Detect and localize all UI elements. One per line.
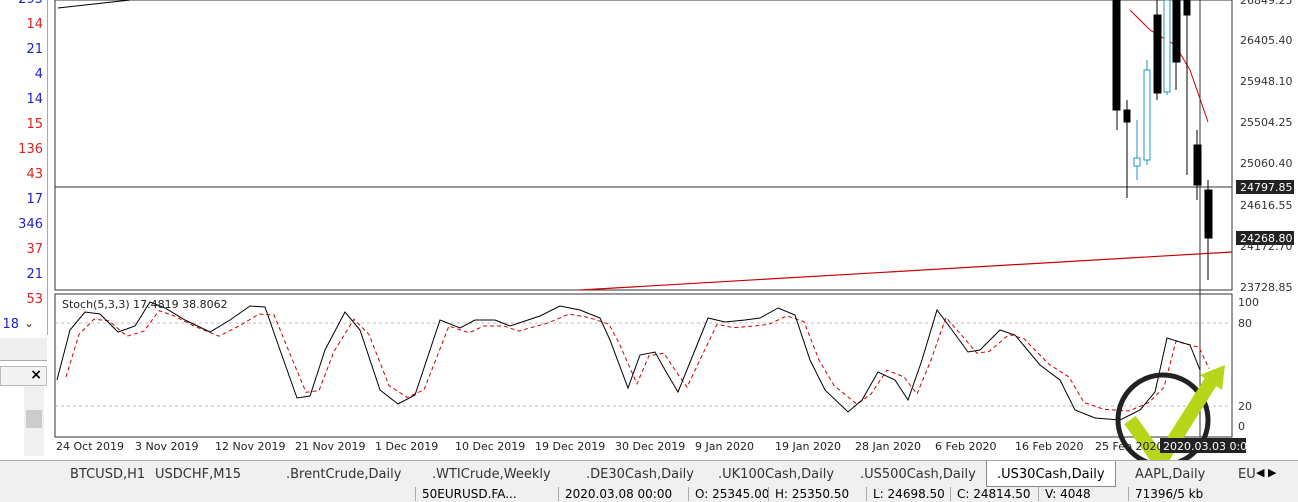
market-value: 15: [26, 117, 43, 132]
chart-tab[interactable]: .BrentCrude,Daily: [286, 467, 402, 482]
market-value: 14: [26, 92, 43, 107]
tab-scroll[interactable]: ◀ ▶: [1256, 466, 1277, 479]
price-label: 24172.70: [1240, 240, 1293, 253]
market-value: 21: [26, 42, 43, 57]
crosshair-time: 2020.03.03 0:00: [1163, 440, 1254, 453]
scroll-thumb[interactable]: [26, 410, 42, 428]
indicator-level: 80: [1238, 317, 1252, 330]
status-item: L: 24698.50: [866, 487, 945, 501]
status-item: 71396/5 kb: [1128, 487, 1203, 501]
status-item: O: 25345.00: [688, 487, 769, 501]
market-value: 37: [26, 242, 43, 257]
status-item: V: 4048: [1038, 487, 1091, 501]
chart-tab[interactable]: .US30Cash,Daily: [986, 461, 1116, 487]
time-label: 25 Feb 2020: [1095, 440, 1163, 453]
time-label: 3 Nov 2019: [135, 440, 198, 453]
time-label: 12 Nov 2019: [215, 440, 285, 453]
market-value: 43: [26, 167, 43, 182]
stoch-main: [56, 301, 1201, 421]
time-label: 21 Nov 2019: [295, 440, 365, 453]
market-value: 295: [3, 0, 43, 7]
chart-tab[interactable]: .DE30Cash,Daily: [586, 467, 694, 482]
crosshair-time-bg: [1160, 438, 1246, 453]
market-value: 136: [18, 142, 43, 157]
time-label: 28 Jan 2020: [855, 440, 921, 453]
price-label: 24616.55: [1240, 199, 1293, 212]
price-label: 26849.25: [1240, 0, 1293, 7]
market-value: 4: [34, 67, 43, 82]
status-item: H: 25350.50: [768, 487, 849, 501]
close-button[interactable]: ×: [30, 367, 42, 383]
time-label: 16 Feb 2020: [1015, 440, 1083, 453]
chart: 26849.25 26405.40 25948.10 25504.25 25060.40…: [54, 0, 1294, 460]
market-value: 346: [18, 217, 43, 232]
chart-tab[interactable]: USDCHF,M15: [155, 467, 241, 482]
scroll-down[interactable]: ⌄: [24, 316, 35, 330]
market-value: 14: [26, 17, 43, 32]
price-highlight: [1236, 231, 1294, 245]
market-value: 17: [26, 192, 43, 207]
time-label: 9 Jan 2020: [695, 440, 754, 453]
price-label: 24268.80: [1240, 232, 1293, 245]
chart-tab[interactable]: .WTICrude,Weekly: [432, 467, 551, 482]
market-value: 53: [26, 292, 43, 307]
market-value: 18: [2, 317, 19, 332]
panel-header: ×: [0, 366, 47, 386]
time-label: 30 Dec 2019: [615, 440, 685, 453]
status-item: 2020.03.08 00:00: [558, 487, 672, 501]
time-label: 24 Oct 2019: [56, 440, 124, 453]
status-bar: 50EURUSD.FA... 2020.03.08 00:00 O: 25345.0…: [0, 487, 1298, 502]
indicator-level: 0: [1238, 420, 1245, 433]
status-item: C: 24814.50: [950, 487, 1031, 501]
chart-tab[interactable]: AAPL,Daily: [1135, 467, 1206, 482]
price-label: 25060.40: [1240, 157, 1293, 170]
indicator-pane: [54, 293, 1233, 438]
price-label: 24797.85: [1240, 181, 1293, 194]
price-label: 23728.85: [1240, 281, 1293, 294]
price-label: 25948.10: [1240, 75, 1293, 88]
panel-divider: [0, 338, 47, 361]
candles: [1112, 0, 1213, 280]
market-watch: 295 14 21 4 14 15 136 43 17 346 37 21 53 18: [0, 0, 48, 335]
time-label: 6 Feb 2020: [935, 440, 996, 453]
time-label: 19 Jan 2020: [775, 440, 841, 453]
chart-tab[interactable]: .US500Cash,Daily: [860, 467, 976, 482]
scrollbar[interactable]: [24, 386, 44, 456]
price-label: 25504.25: [1240, 116, 1293, 129]
tab-bar: BTCUSD,H1 USDCHF,M15 .BrentCrude,Daily .WTI…: [0, 460, 1298, 489]
indicator-level: 100: [1238, 296, 1259, 309]
chart-tab[interactable]: BTCUSD,H1: [70, 467, 146, 482]
main-pane: [54, 0, 1233, 291]
indicator-label: Stoch(5,3,3) 17.4819 38.8062: [62, 298, 228, 311]
indicator-level: 20: [1238, 400, 1252, 413]
time-label: 19 Dec 2019: [535, 440, 605, 453]
trend-line: [579, 251, 1233, 291]
market-value: 21: [26, 267, 43, 282]
checkmark-logo: [1115, 365, 1225, 460]
time-label: 1 Dec 2019: [375, 440, 438, 453]
price-label: 26405.40: [1240, 34, 1293, 47]
price-highlight: [1236, 180, 1294, 194]
time-label: 10 Dec 2019: [455, 440, 525, 453]
chart-tab[interactable]: EU: [1238, 467, 1256, 482]
price-line: [57, 0, 131, 9]
chart-tab[interactable]: .UK100Cash,Daily: [718, 467, 835, 482]
status-item: 50EURUSD.FA...: [415, 487, 517, 501]
